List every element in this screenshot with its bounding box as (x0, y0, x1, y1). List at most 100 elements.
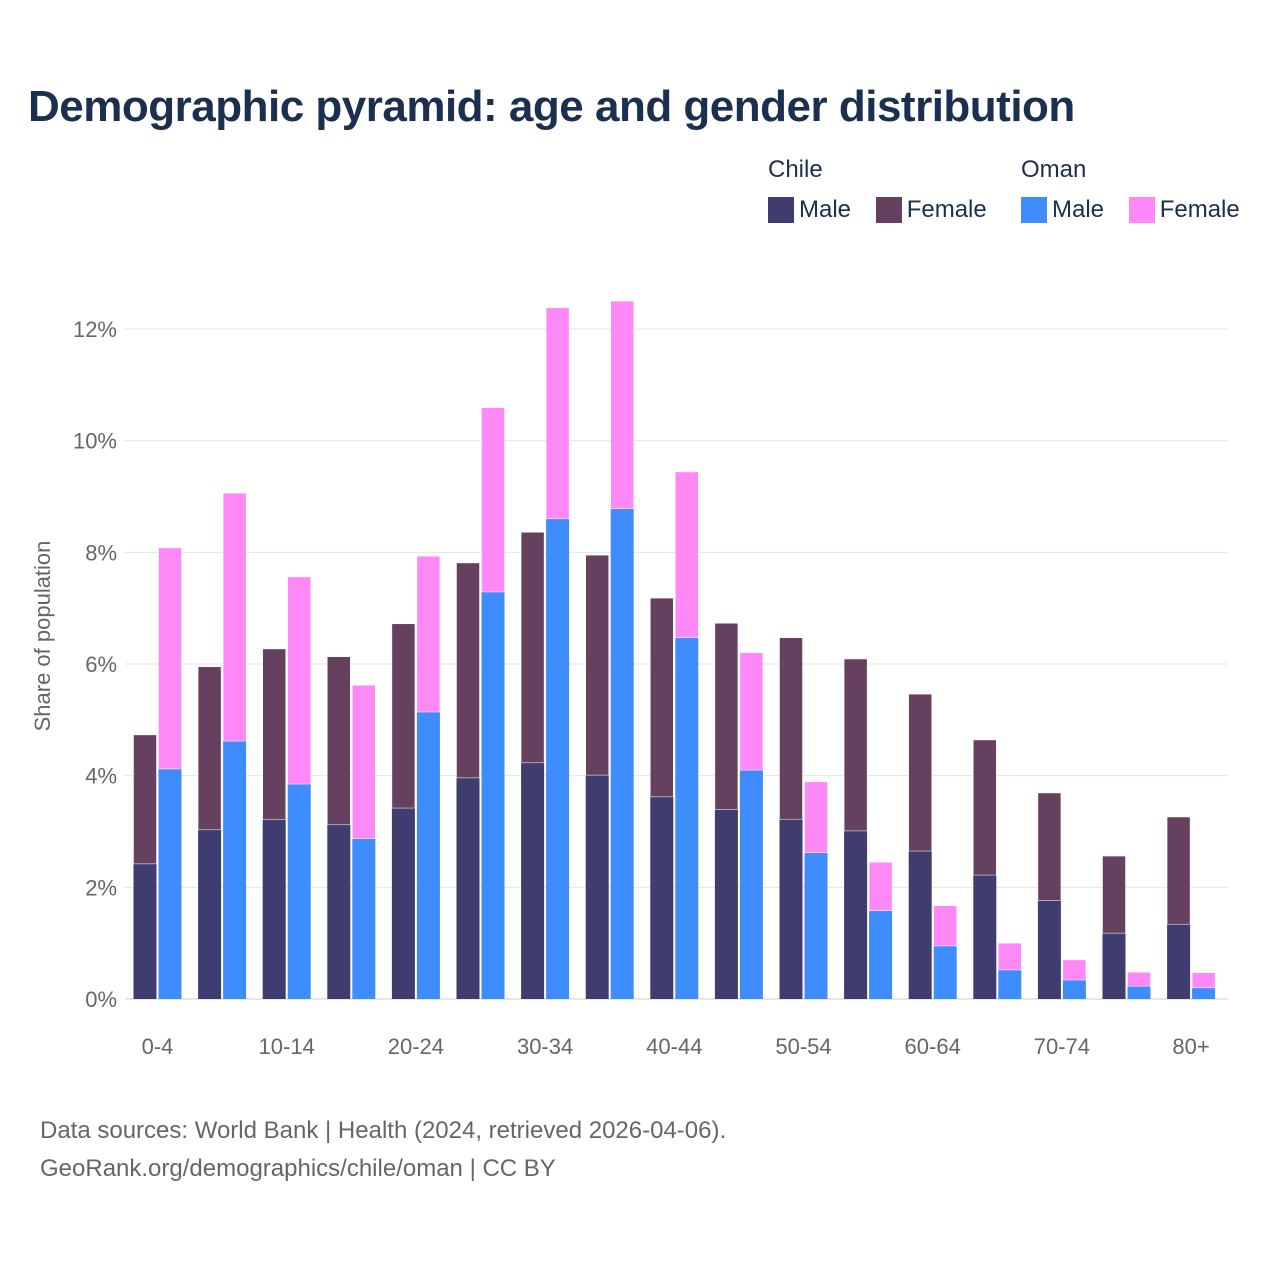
bar-chile-male-65-69 (973, 875, 997, 999)
bar-oman-male-25-29 (481, 591, 505, 999)
x-tick-label: 50-54 (775, 1034, 831, 1059)
bar-oman-male-10-14 (287, 784, 311, 999)
footer-sources: Data sources: World Bank | Health (2024,… (40, 1117, 727, 1144)
bar-chile-female-75-79 (1102, 855, 1126, 934)
bar-oman-female-65-69 (998, 942, 1022, 971)
x-tick-label: 60-64 (905, 1034, 961, 1059)
bar-oman-female-0-4 (158, 547, 182, 770)
bar-chile-male-30-34 (521, 762, 545, 999)
bar-oman-male-20-24 (416, 712, 440, 999)
bar-chile-female-70-74 (1037, 792, 1062, 901)
legend-label: Female (906, 196, 987, 223)
bar-chile-female-80+ (1166, 816, 1191, 925)
y-tick-label: 0% (85, 987, 117, 1012)
bar-oman-male-45-49 (739, 770, 763, 999)
bar-oman-female-30-34 (545, 307, 570, 520)
bar-chile-female-20-24 (391, 623, 416, 809)
legend-swatch (875, 197, 902, 223)
bar-chile-male-15-19 (327, 824, 351, 999)
bar-oman-male-55-59 (869, 910, 893, 999)
bar-chile-female-65-69 (973, 739, 997, 876)
bar-chile-male-55-59 (844, 830, 868, 999)
bar-oman-male-5-9 (223, 741, 247, 999)
bar-chile-female-40-44 (650, 597, 674, 798)
y-tick-label: 6% (85, 652, 117, 677)
y-tick-label: 8% (85, 540, 117, 565)
y-tick-label: 4% (85, 764, 117, 789)
legend-swatch (1128, 197, 1155, 223)
legend-chile: Chile Male Female (768, 156, 1005, 230)
bar-chile-female-50-54 (779, 637, 803, 820)
legend-item-chile-male: Male (768, 196, 851, 224)
bar-chile-male-25-29 (456, 777, 480, 999)
bar-chile-female-10-14 (262, 648, 286, 821)
x-tick-label: 80+ (1172, 1034, 1209, 1059)
bar-oman-female-70-74 (1062, 959, 1087, 981)
y-tick-label: 10% (73, 429, 117, 454)
bar-oman-female-60-64 (933, 905, 957, 947)
bar-oman-female-5-9 (222, 492, 247, 742)
bar-oman-female-35-39 (610, 300, 634, 510)
bar-chile-female-30-34 (520, 531, 545, 764)
bar-oman-male-40-44 (675, 637, 699, 999)
chart-title: Demographic pyramid: age and gender dist… (28, 82, 1075, 131)
bar-oman-female-20-24 (416, 555, 441, 713)
bar-oman-male-50-54 (804, 852, 828, 999)
bar-chile-male-40-44 (650, 796, 674, 999)
legend-item-chile-female: Female (875, 196, 987, 224)
bar-chile-female-60-64 (908, 693, 932, 852)
bar-chile-male-10-14 (262, 819, 286, 999)
bar-chile-male-5-9 (198, 829, 222, 999)
bar-oman-female-25-29 (481, 407, 505, 593)
bar-oman-female-50-54 (804, 781, 828, 853)
bar-oman-male-0-4 (158, 768, 182, 999)
bar-chile-female-55-59 (843, 658, 868, 832)
bar-chile-female-0-4 (133, 734, 157, 865)
y-axis-label: Share of population (30, 541, 55, 732)
bar-chile-male-35-39 (585, 775, 609, 999)
bar-oman-female-10-14 (287, 576, 311, 785)
bar-oman-female-75-79 (1127, 971, 1151, 987)
x-tick-label: 30-34 (517, 1034, 573, 1059)
bar-chile-female-45-49 (714, 622, 739, 810)
bar-oman-female-80+ (1191, 972, 1216, 989)
bar-oman-female-55-59 (868, 861, 893, 912)
bar-chile-male-70-74 (1037, 900, 1061, 999)
legend-group-name: Chile (768, 156, 823, 183)
bar-chile-female-15-19 (327, 656, 351, 826)
bar-oman-male-65-69 (998, 969, 1022, 999)
bar-chile-male-60-64 (908, 851, 932, 999)
bar-chile-male-75-79 (1102, 933, 1126, 999)
legend-swatch (1021, 197, 1047, 223)
bar-oman-male-70-74 (1062, 980, 1086, 999)
bar-oman-male-60-64 (933, 945, 957, 999)
bar-oman-male-15-19 (352, 838, 376, 999)
legend-item-oman-female: Female (1128, 196, 1240, 224)
bar-oman-female-45-49 (739, 652, 764, 771)
bar-oman-female-15-19 (352, 684, 376, 840)
bar-chile-male-50-54 (779, 819, 803, 999)
legend-label: Female (1159, 196, 1240, 223)
footer-credit: GeoRank.org/demographics/chile/oman | CC… (40, 1155, 556, 1182)
x-tick-label: 20-24 (388, 1034, 444, 1059)
bar-oman-male-80+ (1192, 987, 1216, 999)
y-tick-label: 2% (85, 875, 117, 900)
x-tick-label: 70-74 (1034, 1034, 1090, 1059)
bar-oman-male-75-79 (1127, 986, 1151, 999)
legend-label: Male (799, 196, 852, 223)
legend-label: Male (1052, 196, 1105, 223)
legend-swatch (768, 197, 794, 223)
bar-oman-female-40-44 (675, 471, 699, 639)
bar-oman-male-30-34 (546, 518, 570, 999)
legend-item-oman-male: Male (1021, 196, 1104, 224)
bar-chile-female-35-39 (585, 554, 609, 776)
x-tick-label: 10-14 (259, 1034, 315, 1059)
x-tick-label: 0-4 (142, 1034, 174, 1059)
bar-chile-female-25-29 (456, 562, 480, 779)
bar-chile-male-80+ (1167, 924, 1191, 999)
legend-group-name: Oman (1021, 156, 1087, 183)
y-tick-label: 12% (73, 317, 117, 342)
x-tick-label: 40-44 (646, 1034, 702, 1059)
bar-chile-male-0-4 (133, 863, 157, 999)
